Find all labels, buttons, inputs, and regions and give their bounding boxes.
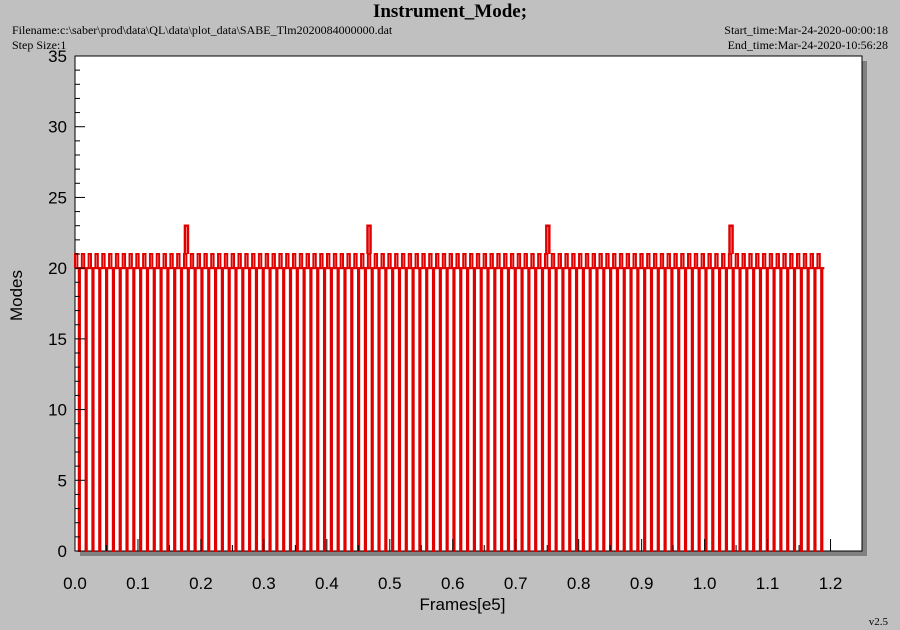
y-tick-label: 10: [48, 401, 67, 420]
filename-label: Filename:c:\saber\prod\data\QL\data\plot…: [12, 23, 393, 37]
x-tick-label: 0.9: [630, 574, 654, 593]
step-size-label: Step Size:1: [12, 38, 67, 52]
series-peak: [728, 224, 734, 254]
y-tick-label: 25: [48, 188, 67, 207]
y-tick-label: 35: [48, 47, 67, 66]
start-time-label: Start_time:Mar-24-2020-00:00:18: [724, 23, 888, 37]
x-tick-label: 0.2: [189, 574, 213, 593]
y-tick-label: 20: [48, 259, 67, 278]
x-tick-label: 0.0: [63, 574, 87, 593]
y-axis-label: Modes: [7, 270, 26, 321]
x-tick-label: 0.1: [126, 574, 150, 593]
series-peak: [183, 224, 190, 254]
series-layer: [74, 224, 825, 552]
y-tick-label: 5: [58, 471, 67, 490]
x-tick-label: 0.5: [378, 574, 402, 593]
x-tick-label: 0.6: [441, 574, 465, 593]
x-axis: 0.0 0.1 0.2 0.3 0.4 0.5 0.6 0.7 0.8 0.9 1.0 1.1 1.2: [63, 539, 863, 593]
x-tick-label: 0.4: [315, 574, 339, 593]
end-time-label: End_time:Mar-24-2020-10:56:28: [727, 38, 888, 52]
x-tick-label: 0.3: [252, 574, 276, 593]
chart-title: Instrument_Mode;: [372, 1, 528, 22]
x-tick-label: 0.8: [567, 574, 591, 593]
x-tick-label: 1.2: [819, 574, 843, 593]
x-tick-label: 0.7: [504, 574, 528, 593]
y-axis: 0 5 10 15 20 25 30 35: [48, 47, 85, 561]
series-peak: [545, 224, 551, 254]
y-tick-label: 15: [48, 330, 67, 349]
y-tick-label: 0: [58, 542, 67, 561]
version-label: v2.5: [868, 616, 888, 628]
y-tick-label: 30: [48, 118, 67, 137]
x-tick-label: 1.0: [693, 574, 717, 593]
x-axis-label: Frames[e5]: [420, 595, 506, 614]
x-tick-label: 1.1: [756, 574, 780, 593]
series-peak: [366, 224, 372, 254]
